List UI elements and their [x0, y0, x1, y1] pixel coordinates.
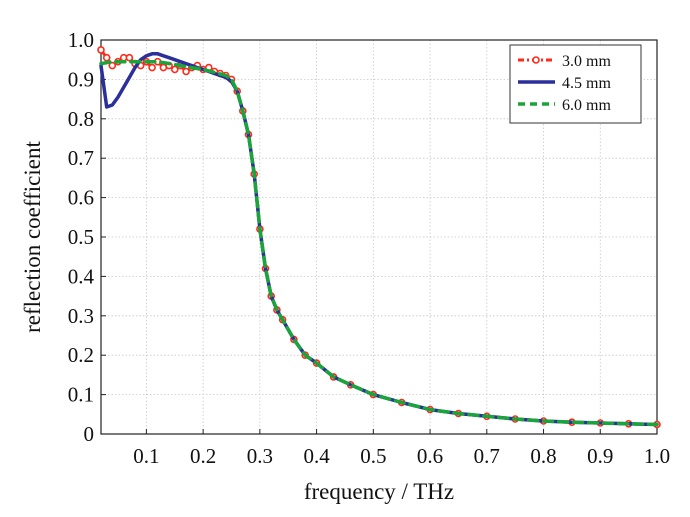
x-tick-label: 0.2 [190, 444, 216, 468]
legend-marker [532, 56, 540, 64]
y-axis: 0 0.1 0.2 0.3 0.4 0.5 0.6 0.7 0.8 0.9 1.0 [68, 28, 106, 446]
data-point [97, 46, 105, 54]
x-tick-label: 0.4 [303, 444, 330, 468]
x-tick-label: 0.6 [417, 444, 443, 468]
x-tick-label: 0.8 [530, 444, 556, 468]
y-tick-label: 0.4 [68, 264, 95, 288]
data-point [171, 65, 179, 74]
legend-entry: 4.5 mm [518, 75, 611, 92]
data-point [182, 67, 190, 76]
y-tick-label: 0.6 [68, 186, 94, 210]
x-axis-label: frequency / THz [304, 479, 454, 504]
y-tick-label: 0 [84, 422, 95, 446]
data-point [125, 53, 134, 62]
data-point [148, 63, 156, 72]
y-tick-label: 0.7 [68, 146, 94, 170]
y-tick-label: 0.3 [68, 304, 94, 328]
y-tick-label: 0.2 [68, 343, 94, 367]
legend: 3.0 mm 4.5 mm 6.0 mm [509, 44, 642, 124]
y-tick-label: 0.9 [68, 67, 94, 91]
series-line [99, 59, 659, 427]
legend-label: 4.5 mm [562, 75, 611, 92]
y-tick-label: 0.1 [68, 383, 94, 407]
x-tick-label: 1.0 [644, 444, 670, 468]
y-tick-label: 0.5 [68, 225, 94, 249]
legend-label: 6.0 mm [562, 97, 611, 114]
legend-label: 3.0 mm [562, 53, 611, 70]
x-tick-label: 0.1 [133, 444, 159, 468]
legend-box [509, 44, 642, 124]
x-tick-label: 0.7 [474, 444, 500, 468]
series-6-0-mm [99, 59, 659, 427]
y-axis-label: reflection coefficient [20, 141, 45, 333]
legend-entry: 6.0 mm [518, 97, 611, 114]
series-layer [97, 46, 661, 429]
x-axis: 0.1 0.2 0.3 0.4 0.5 0.6 0.7 0.8 0.9 1.0 [133, 429, 670, 468]
x-tick-label: 0.3 [247, 444, 273, 468]
x-tick-label: 0.5 [360, 444, 386, 468]
legend-entry: 3.0 mm [518, 53, 611, 70]
data-point [102, 53, 111, 62]
data-point [108, 61, 117, 70]
x-tick-label: 0.9 [587, 444, 613, 468]
y-tick-label: 0.8 [68, 107, 94, 131]
y-tick-label: 1.0 [68, 28, 94, 52]
